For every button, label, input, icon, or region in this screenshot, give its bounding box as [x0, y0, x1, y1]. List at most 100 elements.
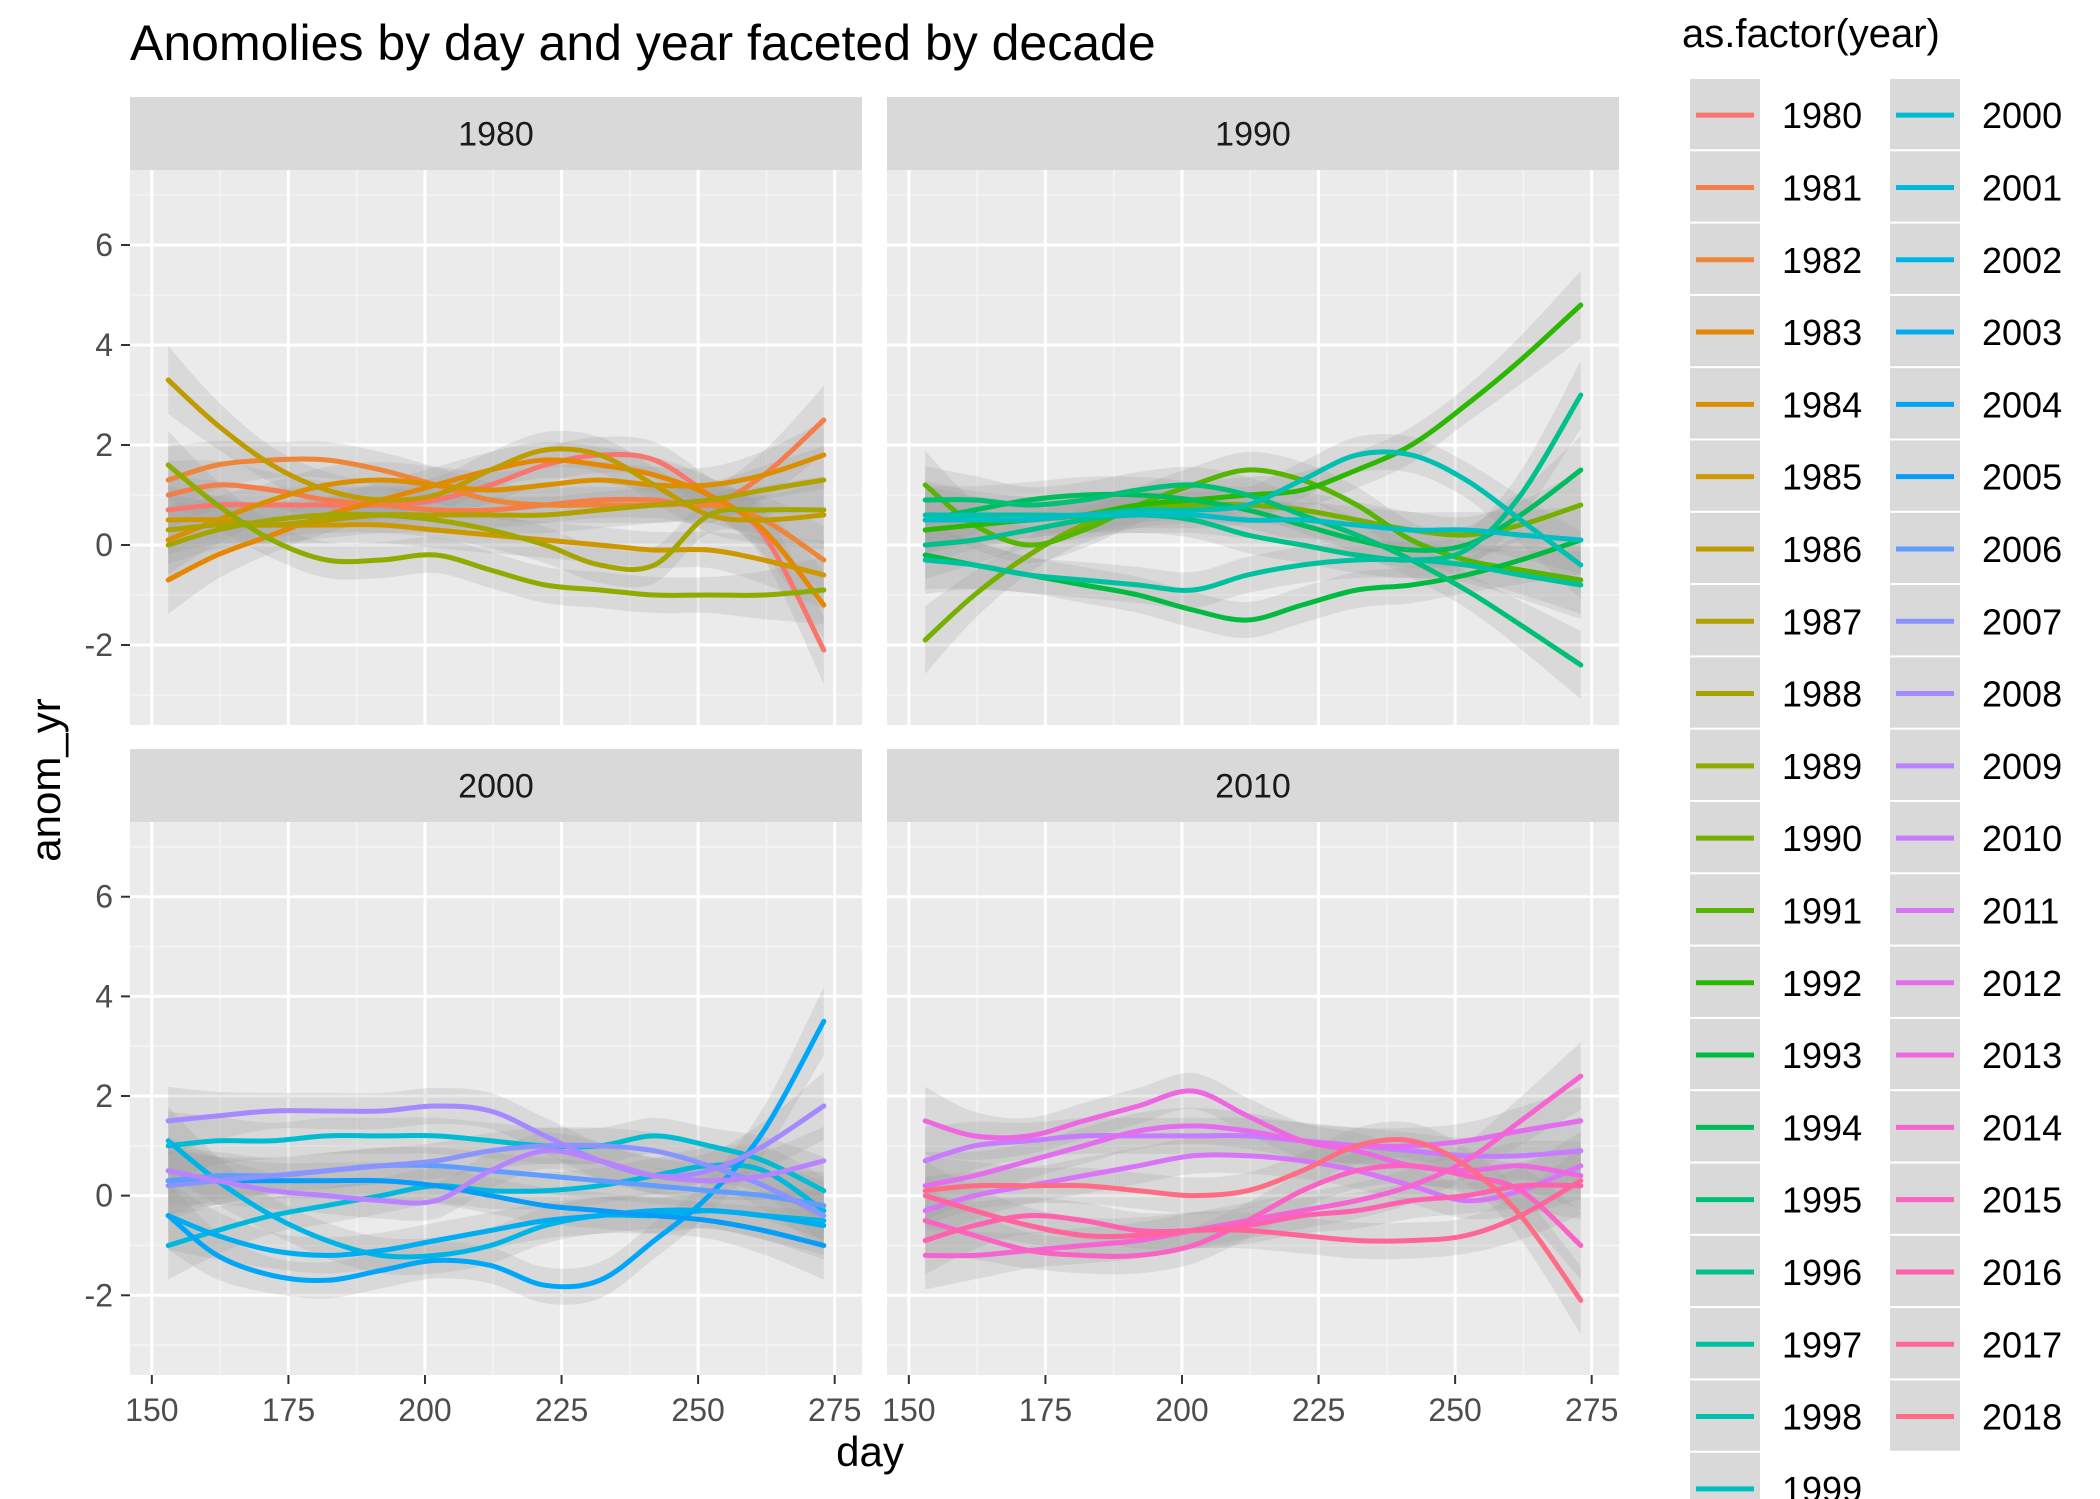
x-tick-label: 225 [1292, 1392, 1345, 1428]
legend-label: 2013 [1982, 1035, 2062, 1076]
series-line-2013 [922, 1088, 1584, 1179]
series-line-2003 [165, 1207, 827, 1258]
legend-label: 1995 [1782, 1180, 1862, 1221]
series-line-1987 [165, 477, 827, 533]
legend-label: 1991 [1782, 890, 1862, 931]
series-line-2010 [922, 1133, 1584, 1164]
facet-panel-1980: 1980 [130, 97, 862, 725]
legend-item-1984: 1984 [1690, 368, 1862, 439]
confidence-band-2008 [168, 1072, 824, 1195]
legend-layer: 1980 1981 1982 1983 1984 1985 1986 1987 1988 1989… [1690, 79, 2062, 1499]
legend-item-2015: 2015 [1890, 1163, 2062, 1234]
legend-item-1981: 1981 [1690, 151, 1862, 222]
y-tick-label: 0 [95, 527, 113, 563]
series-line-1991 [922, 467, 1584, 583]
y-tick-label: 2 [95, 427, 113, 463]
series-line-2000 [165, 1133, 827, 1194]
legend-item-1987: 1987 [1690, 585, 1862, 656]
series-line-2008 [165, 1103, 827, 1179]
series-line-1988 [165, 506, 827, 573]
series-line-2007 [165, 1142, 827, 1219]
series-line-2017 [922, 1178, 1584, 1244]
confidence-band-1984 [168, 421, 824, 574]
confidence-band-1999 [925, 486, 1581, 574]
legend-item-1989: 1989 [1690, 729, 1862, 800]
legend-label: 2001 [1982, 167, 2062, 208]
x-tick-label: 200 [1155, 1392, 1208, 1428]
confidence-band-2004 [168, 987, 824, 1305]
legend-label: 1985 [1782, 457, 1862, 498]
legend-item-2017: 2017 [1890, 1308, 2062, 1379]
facet-strip-2000 [130, 749, 862, 822]
legend-item-1999: 1999 [1690, 1452, 1862, 1499]
legend-label: 2018 [1982, 1397, 2062, 1438]
legend-label: 1996 [1782, 1252, 1862, 1293]
legend-item-1982: 1982 [1690, 223, 1862, 294]
legend-item-2000: 2000 [1890, 79, 2062, 150]
legend-item-2011: 2011 [1890, 874, 2059, 945]
y-tick-label: -2 [85, 1277, 113, 1313]
legend-label: 2010 [1982, 818, 2062, 859]
series-line-1998 [922, 449, 1584, 568]
panel-background [887, 822, 1619, 1375]
legend-item-1995: 1995 [1690, 1163, 1862, 1234]
legend-label: 2002 [1982, 240, 2062, 281]
facet-strip-label-2000: 2000 [458, 768, 534, 806]
legend-label: 1998 [1782, 1397, 1862, 1438]
facet-strip-1980 [130, 97, 862, 170]
y-axis-label-text: anom_yr [22, 698, 69, 862]
legend-label: 2004 [1982, 384, 2062, 425]
legend-item-1991: 1991 [1690, 874, 1862, 945]
y-tick-label: 6 [95, 227, 113, 263]
facet-panel-1990: 1990 [887, 97, 1619, 725]
y-tick-label: 4 [95, 978, 113, 1014]
x-tick-label: 275 [1565, 1392, 1618, 1428]
legend-item-2013: 2013 [1890, 1018, 2062, 1090]
series-line-2012 [922, 1118, 1584, 1189]
facet-strip-label-1990: 1990 [1215, 116, 1291, 154]
legend-label: 1981 [1782, 167, 1862, 208]
legend-label: 1980 [1782, 95, 1862, 136]
legend-item-2005: 2005 [1890, 440, 2062, 511]
x-tick-label: 250 [671, 1392, 724, 1428]
panels-layer: 1980 1990 2000 2010 [130, 97, 1619, 1375]
y-tick-label: 4 [95, 327, 113, 363]
chart-title: Anomolies by day and year faceted by dec… [130, 15, 1156, 71]
series-line-1994 [922, 467, 1584, 553]
legend-item-1980: 1980 [1690, 79, 1862, 150]
legend-label: 1989 [1782, 746, 1862, 787]
facet-strip-1990 [887, 97, 1619, 170]
confidence-band-1983 [168, 441, 824, 639]
confidence-band-1991 [925, 451, 1581, 614]
confidence-band-1989 [168, 431, 824, 624]
legend-label: 1982 [1782, 240, 1862, 281]
legend-label: 1992 [1782, 963, 1862, 1004]
legend-label: 1994 [1782, 1107, 1862, 1148]
y-tick-label: 0 [95, 1178, 113, 1214]
y-tick-label: 2 [95, 1078, 113, 1114]
legend-key-background [1690, 1452, 1760, 1499]
legend-label: 1999 [1782, 1469, 1862, 1499]
facet-panel-2010: 2010 [887, 749, 1619, 1375]
legend-item-2008: 2008 [1890, 657, 2062, 728]
confidence-band-2014 [925, 1042, 1581, 1290]
facet-strip-2010 [887, 749, 1619, 822]
legend-item-1986: 1986 [1690, 512, 1862, 584]
confidence-band-2013 [925, 1072, 1581, 1210]
x-tick-label: 200 [398, 1392, 451, 1428]
legend-item-1997: 1997 [1690, 1308, 1862, 1379]
confidence-band-1987 [168, 446, 824, 564]
x-tick-label: 225 [535, 1392, 588, 1428]
legend-label: 2005 [1982, 457, 2062, 498]
legend-item-1983: 1983 [1690, 295, 1862, 367]
legend-item-1998: 1998 [1690, 1380, 1862, 1451]
facet-strip-label-1980: 1980 [458, 116, 534, 154]
series-line-2018 [922, 1136, 1584, 1303]
x-axis-label-text: day [836, 1428, 904, 1475]
x-tick-label: 275 [808, 1392, 861, 1428]
legend-item-2001: 2001 [1890, 151, 2062, 222]
legend-label: 2011 [1982, 890, 2059, 931]
legend-item-1996: 1996 [1690, 1235, 1862, 1307]
legend-label: 1988 [1782, 674, 1862, 715]
